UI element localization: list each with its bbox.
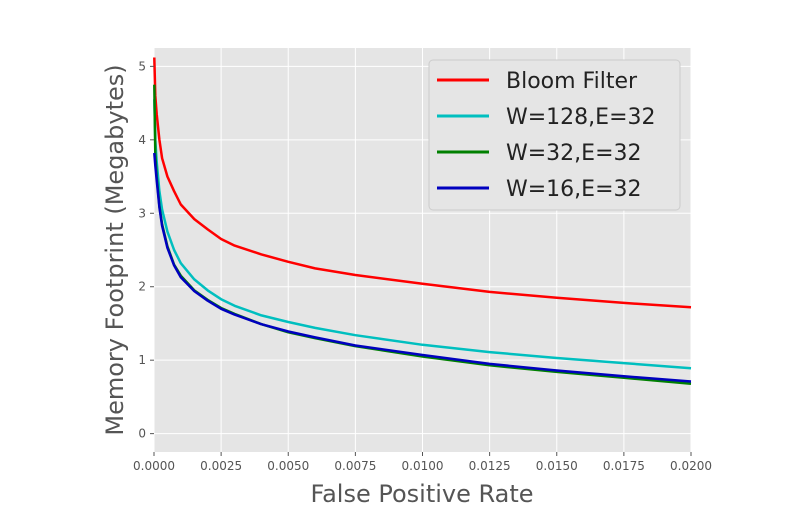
- series-line-1: [153, 57, 692, 309]
- legend-label-1: Bloom Filter: [506, 69, 638, 94]
- y-tick-label: 0: [138, 427, 146, 441]
- x-tick-label: 0.0000: [133, 459, 175, 473]
- x-tick-label: 0.0075: [334, 459, 376, 473]
- x-tick-label: 0.0150: [536, 459, 578, 473]
- y-axis-label: Memory Footprint (Megabytes): [101, 64, 129, 435]
- y-tick-label: 4: [138, 133, 146, 147]
- legend-box: [428, 59, 681, 211]
- legend-label-3: W=32,E=32: [506, 141, 642, 166]
- x-axis-ticks: 0.0000 0.0025 0.0050 0.0075 0.0100 0.0125 0.01…: [133, 452, 712, 473]
- series-lines: [153, 57, 692, 385]
- legend-label-4: W=16,E=32: [506, 177, 642, 202]
- series-line-4: [153, 152, 692, 383]
- x-tick-label: 0.0025: [200, 459, 242, 473]
- y-axis-ticks: 0 1 2 3 4 5: [138, 59, 154, 441]
- y-tick-label: 1: [138, 353, 146, 367]
- x-tick-label: 0.0100: [402, 459, 444, 473]
- series-line-2: [153, 99, 692, 370]
- legend-label-2: W=128,E=32: [506, 105, 656, 130]
- y-tick-label: 2: [138, 280, 146, 294]
- legend: Bloom Filter W=128,E=32 W=32,E=32 W=16,E=32: [428, 59, 681, 211]
- x-tick-label: 0.0175: [603, 459, 645, 473]
- y-tick-label: 3: [138, 206, 146, 220]
- x-tick-label: 0.0125: [469, 459, 511, 473]
- y-tick-label: 5: [138, 59, 146, 73]
- x-tick-label: 0.0050: [267, 459, 309, 473]
- x-axis-label: False Positive Rate: [310, 480, 533, 508]
- x-tick-label: 0.0200: [670, 459, 712, 473]
